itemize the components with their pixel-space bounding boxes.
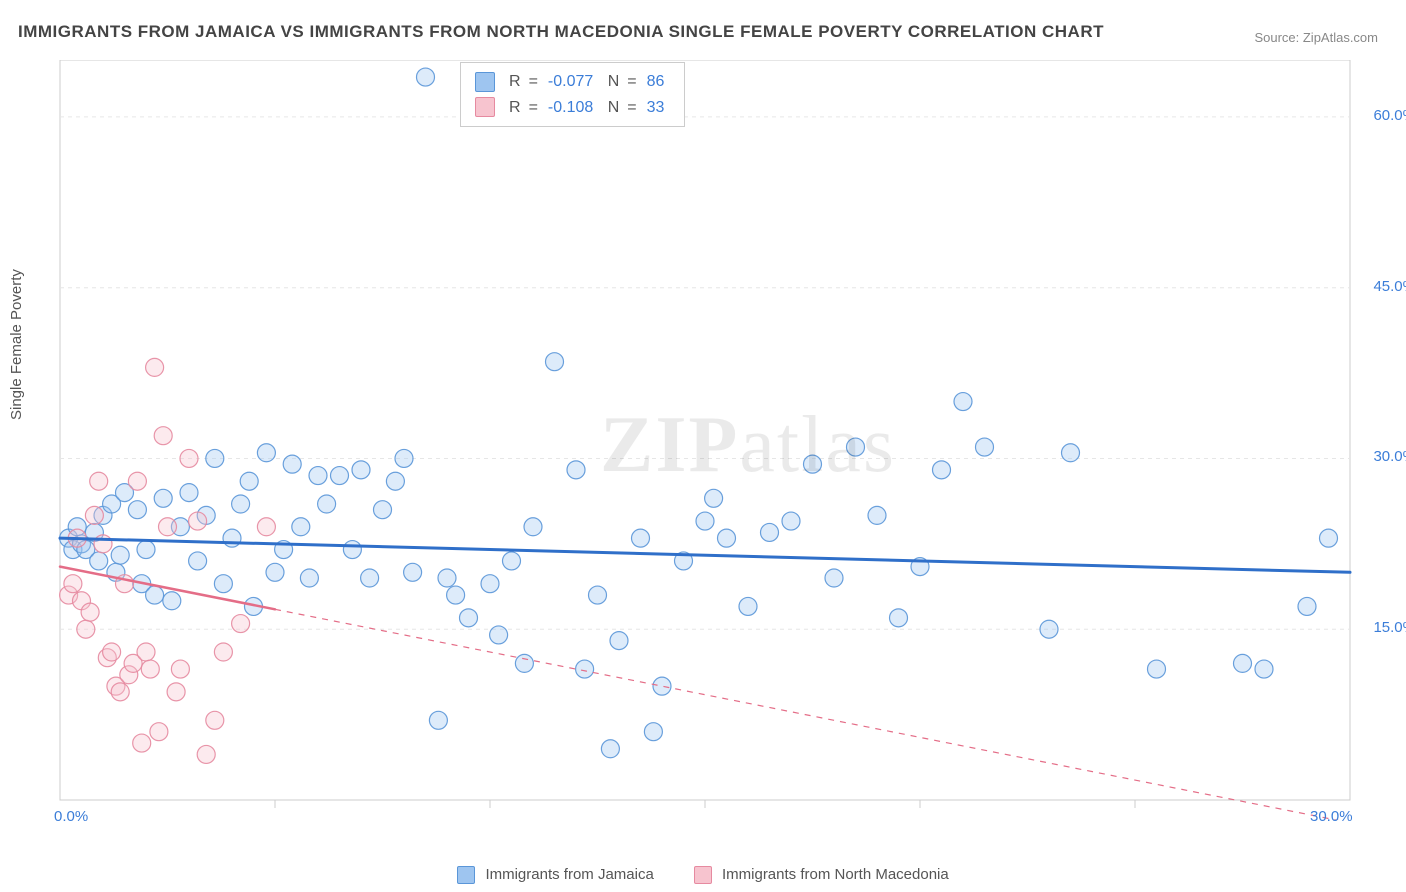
source-credit: Source: ZipAtlas.com: [1254, 30, 1378, 45]
swatch-series-1: [694, 866, 712, 884]
y-tick-label: 30.0%: [1356, 448, 1406, 465]
chart-title: IMMIGRANTS FROM JAMAICA VS IMMIGRANTS FR…: [18, 22, 1104, 42]
legend-label-1: Immigrants from North Macedonia: [722, 866, 949, 883]
stat-N-label: N: [608, 69, 620, 95]
stat-R-label: R: [509, 95, 521, 121]
eq-sign: =: [627, 95, 636, 121]
legend-item-0: Immigrants from Jamaica: [457, 866, 654, 884]
eq-sign: =: [529, 95, 538, 121]
stat-R-value-1: -0.108: [548, 95, 593, 121]
stats-row-series-0: R = -0.077 N = 86: [475, 69, 670, 95]
legend-bottom: Immigrants from Jamaica Immigrants from …: [0, 866, 1406, 884]
swatch-series-1: [475, 97, 495, 117]
legend-item-1: Immigrants from North Macedonia: [694, 866, 949, 884]
stat-R-value-0: -0.077: [548, 69, 593, 95]
source-link[interactable]: ZipAtlas.com: [1303, 30, 1378, 45]
source-prefix: Source:: [1254, 30, 1302, 45]
stat-N-value-0: 86: [647, 69, 665, 95]
swatch-series-0: [457, 866, 475, 884]
swatch-series-0: [475, 72, 495, 92]
stats-row-series-1: R = -0.108 N = 33: [475, 95, 670, 121]
chart-area: 15.0%30.0%45.0%60.0%0.0%30.0%: [48, 60, 1378, 820]
stat-N-label: N: [608, 95, 620, 121]
eq-sign: =: [529, 69, 538, 95]
legend-label-0: Immigrants from Jamaica: [485, 866, 653, 883]
y-tick-label: 15.0%: [1356, 619, 1406, 636]
y-tick-label: 45.0%: [1356, 278, 1406, 295]
y-tick-label: 60.0%: [1356, 107, 1406, 124]
stat-R-label: R: [509, 69, 521, 95]
chart-svg: [48, 60, 1370, 820]
correlation-stats-box: R = -0.077 N = 86 R = -0.108 N = 33: [460, 62, 685, 127]
stat-N-value-1: 33: [647, 95, 665, 121]
x-tick-label: 0.0%: [54, 808, 88, 825]
y-axis-label: Single Female Poverty: [8, 269, 25, 420]
eq-sign: =: [627, 69, 636, 95]
x-tick-label: 30.0%: [1310, 808, 1353, 825]
